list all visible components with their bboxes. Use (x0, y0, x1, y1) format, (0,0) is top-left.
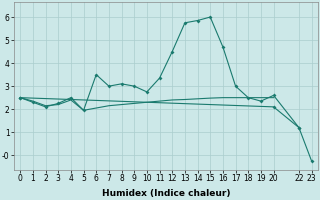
X-axis label: Humidex (Indice chaleur): Humidex (Indice chaleur) (102, 189, 230, 198)
